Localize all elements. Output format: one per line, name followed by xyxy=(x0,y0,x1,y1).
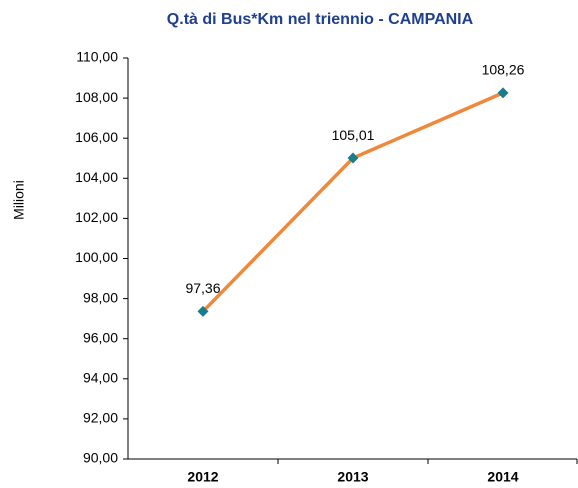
data-label: 105,01 xyxy=(332,127,375,143)
y-tick-label: 110,00 xyxy=(76,49,118,65)
y-axis-label: Milioni xyxy=(11,180,27,220)
y-tick-label: 96,00 xyxy=(83,329,118,345)
y-tick-label: 100,00 xyxy=(75,249,118,265)
data-label: 97,36 xyxy=(185,280,220,296)
line xyxy=(201,91,504,313)
y-tick-label: 108,00 xyxy=(75,89,118,105)
y-tick-label: 104,00 xyxy=(75,169,118,185)
chart-title: Q.tà di Bus*Km nel triennio - CAMPANIA xyxy=(167,11,474,28)
y-tick-label: 106,00 xyxy=(75,129,118,145)
x-tick-label: 2013 xyxy=(337,469,368,485)
y-tick-label: 94,00 xyxy=(83,370,118,386)
y-tick-label: 90,00 xyxy=(83,450,118,466)
x-tick-label: 2012 xyxy=(187,469,218,485)
x-tick-label: 2014 xyxy=(487,469,518,485)
marker xyxy=(347,152,359,164)
marker xyxy=(497,87,509,99)
y-tick-label: 98,00 xyxy=(83,289,118,305)
y-tick-label: 92,00 xyxy=(83,410,118,426)
data-label: 108,26 xyxy=(482,62,525,78)
y-tick-label: 102,00 xyxy=(75,209,118,225)
marker xyxy=(197,305,209,317)
